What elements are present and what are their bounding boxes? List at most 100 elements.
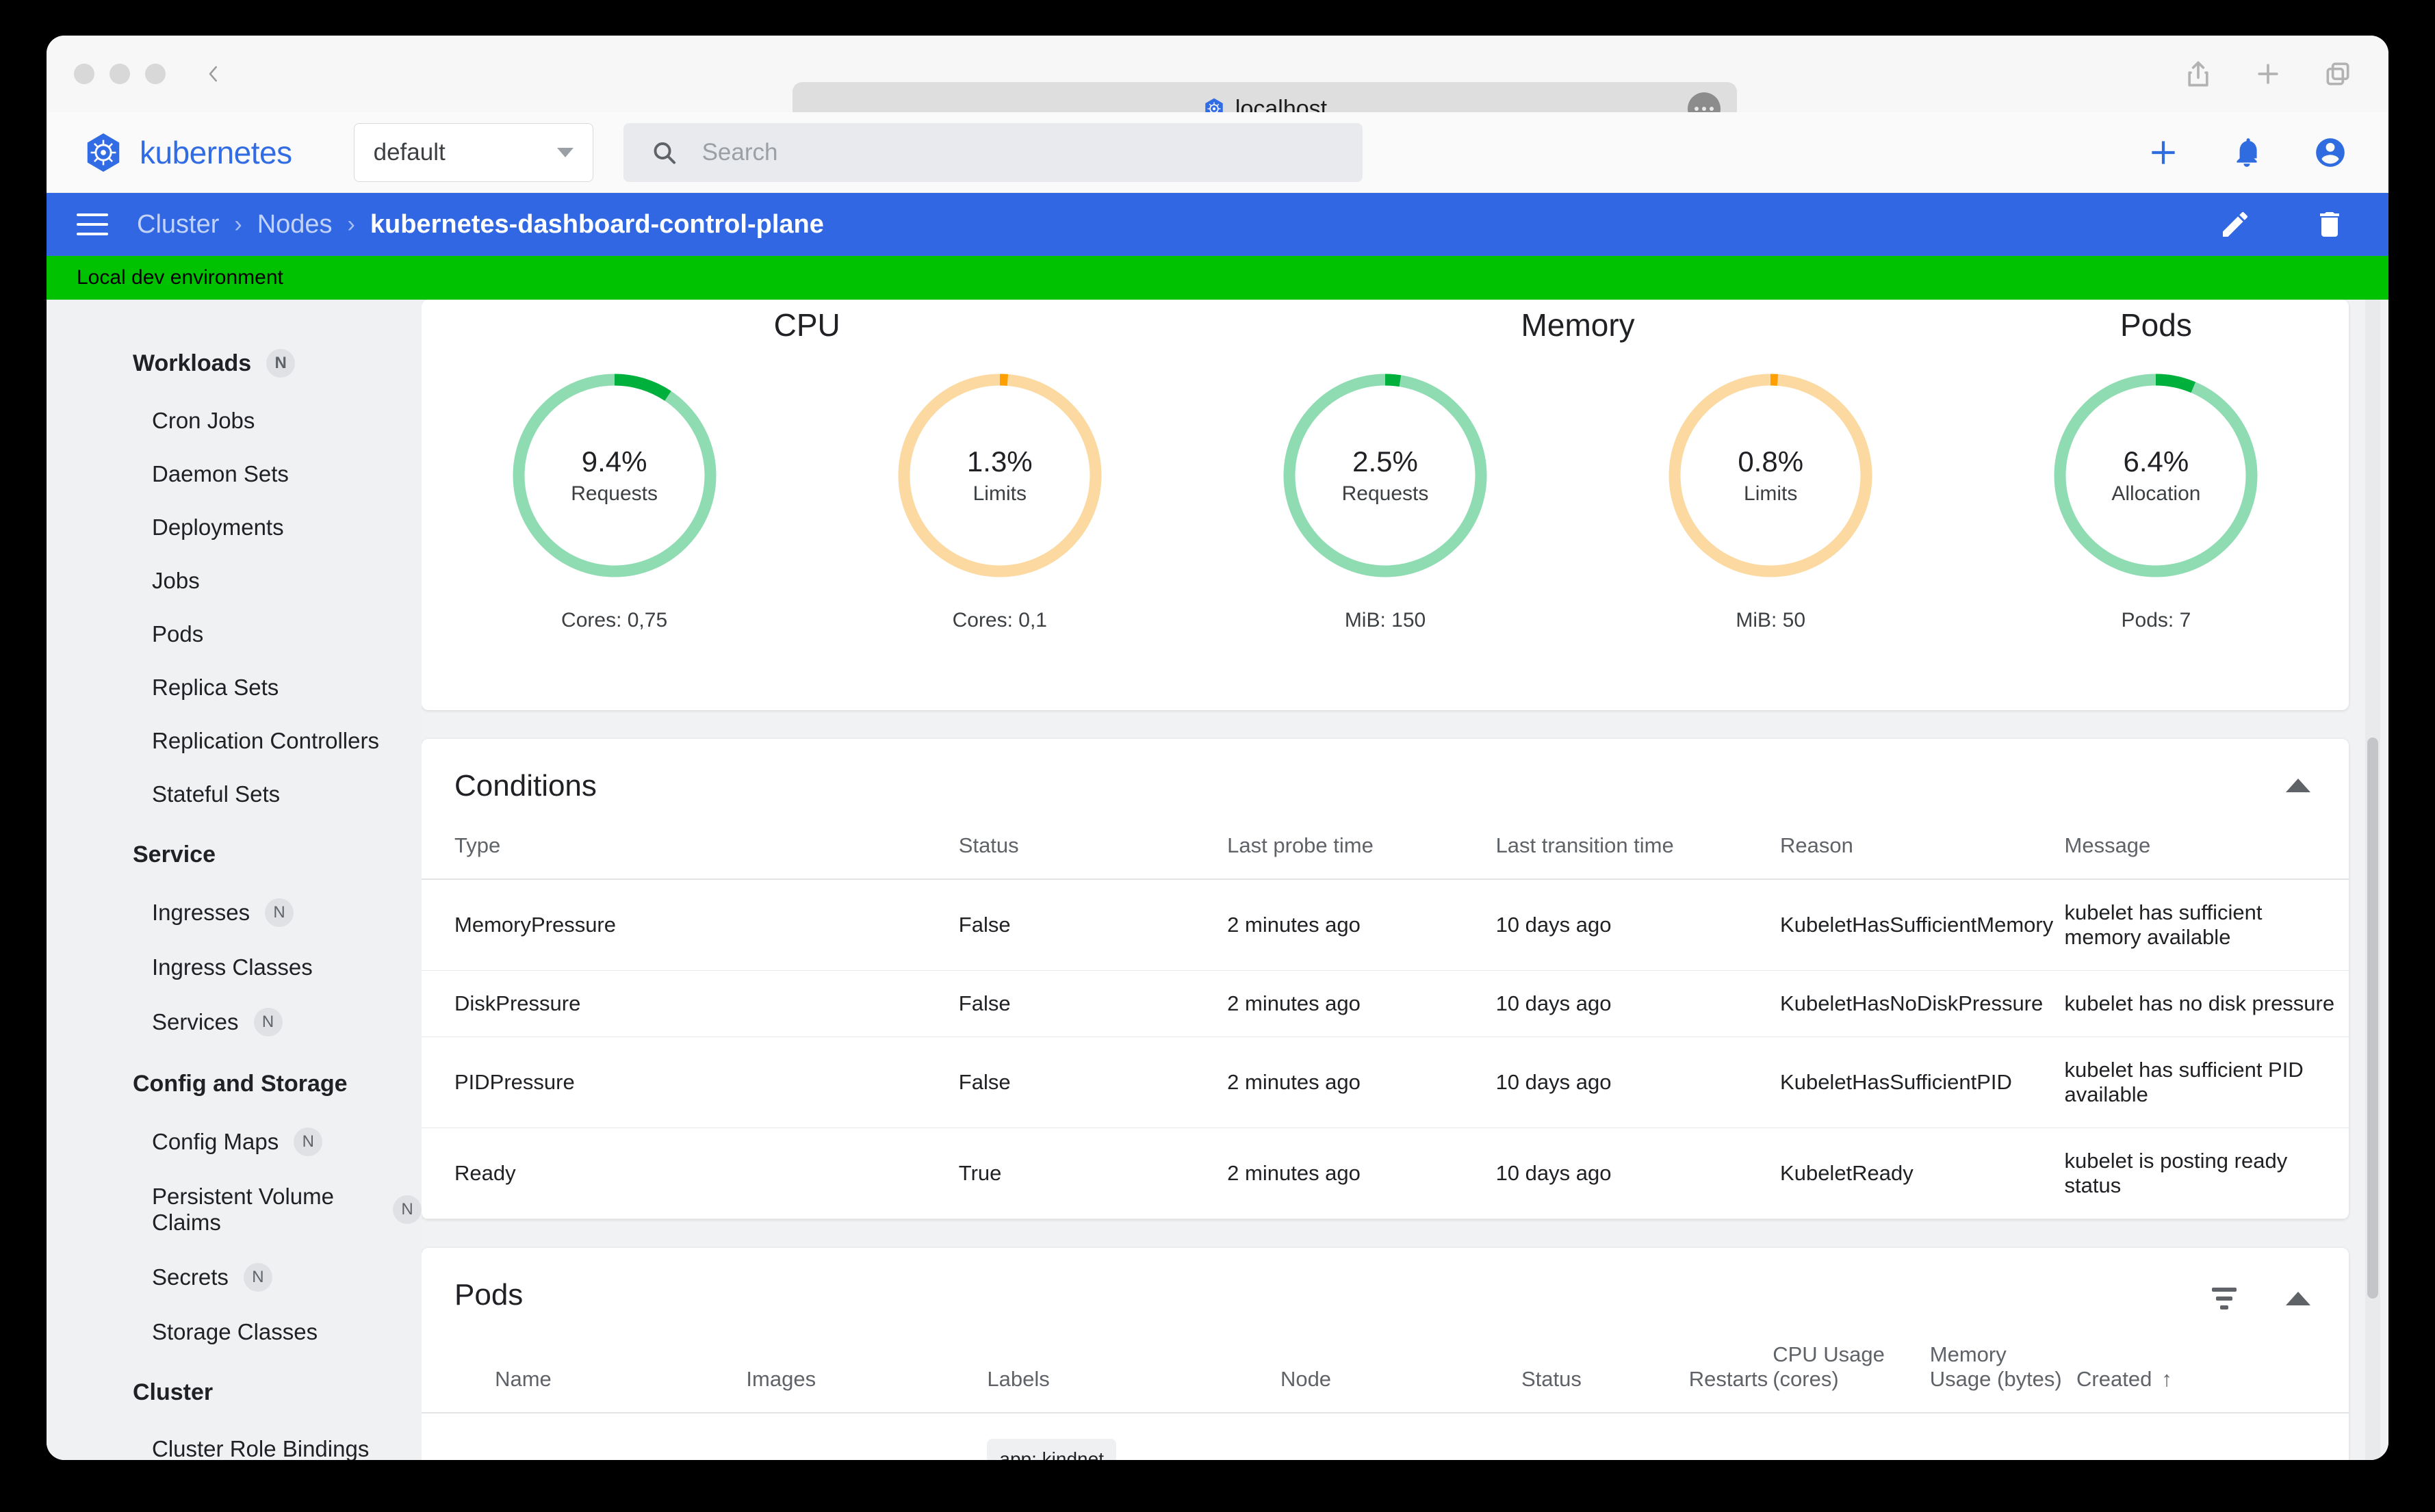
browser-window: localhost xyxy=(47,36,2388,1460)
donut-chart: 0.8% Limits xyxy=(1658,363,1883,588)
gauge-memory-limits: 0.8% Limits MiB: 50 xyxy=(1578,363,1963,632)
content-scrollbar-thumb[interactable] xyxy=(2367,738,2378,1299)
trash-icon[interactable] xyxy=(2313,208,2346,241)
chevron-left-icon[interactable] xyxy=(198,59,229,89)
donut-chart: 9.4% Requests xyxy=(502,363,727,588)
pods-title: Pods xyxy=(454,1278,524,1312)
conditions-column-header[interactable]: Reason xyxy=(1780,810,2065,880)
pods-column-label: Name xyxy=(495,1367,552,1391)
pods-column-header[interactable]: Labels xyxy=(987,1319,1280,1413)
hamburger-menu-icon[interactable] xyxy=(77,213,108,235)
gauge-label: Limits xyxy=(972,482,1027,505)
close-window-button[interactable] xyxy=(74,64,94,84)
new-tab-plus-icon[interactable] xyxy=(2253,59,2283,89)
sidebar-item-ingress-classes[interactable]: Ingress Classes xyxy=(47,941,422,994)
conditions-cell-last-transition: 10 days ago xyxy=(1495,1037,1781,1128)
pod-status-indicator-cell xyxy=(422,1413,495,1460)
table-row[interactable]: PIDPressure False 2 minutes ago 10 days ago… xyxy=(422,1037,2349,1128)
pods-column-header[interactable]: CPU Usage (cores) xyxy=(1773,1319,1930,1413)
conditions-card-actions xyxy=(2286,779,2310,792)
conditions-column-header[interactable]: Type xyxy=(422,810,959,880)
pods-column-header[interactable]: Status xyxy=(1521,1319,1689,1413)
label-chips: app: kindnetcontroller-revision-hash: 58… xyxy=(987,1434,1272,1460)
gauge-label: Requests xyxy=(1341,482,1429,505)
search-box[interactable] xyxy=(623,122,1363,182)
sidebar-item-ingresses[interactable]: Ingresses N xyxy=(47,885,422,941)
pods-column-header[interactable]: Memory Usage (bytes) xyxy=(1929,1319,2077,1413)
table-row[interactable]: kindnet-fmj8ddocker.io/kindest/kindnetd:… xyxy=(422,1413,2349,1460)
pods-column-label: Labels xyxy=(987,1367,1050,1391)
chevron-up-icon[interactable] xyxy=(2286,779,2310,792)
conditions-column-header[interactable]: Last transition time xyxy=(1495,810,1781,880)
donut-svg xyxy=(2054,374,2258,577)
label-chip: app: kindnet xyxy=(987,1439,1116,1460)
sidebar-item-persistent-volume-claims[interactable]: Persistent Volume Claims N xyxy=(47,1170,422,1249)
tabs-overview-icon[interactable] xyxy=(2323,59,2353,89)
conditions-column-header[interactable]: Status xyxy=(958,810,1228,880)
sidebar-item-label: Ingress Classes xyxy=(152,954,313,980)
pods-column-label: Images xyxy=(746,1367,816,1391)
sidebar-item-label: Daemon Sets xyxy=(152,461,289,486)
sidebar-item-replica-sets[interactable]: Replica Sets xyxy=(47,661,422,714)
filter-icon[interactable] xyxy=(2212,1288,2237,1309)
pods-column-header[interactable]: Created ↑ xyxy=(2076,1319,2265,1413)
gauge-percent: 0.8% xyxy=(1738,445,1804,478)
pods-column-label: Created xyxy=(2076,1367,2152,1391)
share-icon[interactable] xyxy=(2183,59,2213,89)
sidebar-item-stateful-sets[interactable]: Stateful Sets xyxy=(47,768,422,821)
breadcrumb-item-cluster[interactable]: Cluster xyxy=(137,209,220,239)
pods-actions-column-header xyxy=(2265,1319,2349,1413)
gauge-footer: Cores: 0,1 xyxy=(952,609,1047,631)
namespace-selector[interactable]: default xyxy=(353,122,593,182)
pods-column-header[interactable]: Restarts xyxy=(1688,1319,1773,1413)
pod-images-cell: docker.io/kindest/kindnetd:v20230511-dc7… xyxy=(746,1413,988,1460)
account-circle-icon[interactable] xyxy=(2313,135,2347,170)
conditions-cell-type: DiskPressure xyxy=(422,970,959,1037)
pods-column-header[interactable]: Node xyxy=(1280,1319,1521,1413)
pods-table-header-row: Name Images Labels Node Status Restarts CPU Us… xyxy=(422,1319,2349,1413)
table-row[interactable]: DiskPressure False 2 minutes ago 10 days ag… xyxy=(422,970,2349,1037)
table-row[interactable]: Ready True 2 minutes ago 10 days ago Kubelet… xyxy=(422,1128,2349,1219)
pods-column-header[interactable]: Images xyxy=(746,1319,988,1413)
pods-column-header[interactable]: Name xyxy=(495,1319,747,1413)
namespaced-badge: N xyxy=(393,1195,422,1224)
kubernetes-logo[interactable]: kubernetes xyxy=(82,131,292,174)
sidebar-item-pods[interactable]: Pods xyxy=(47,608,422,661)
gauge-pods-allocation: 6.4% Allocation Pods: 7 xyxy=(1963,363,2349,632)
sidebar-item-cluster-role-bindings[interactable]: Cluster Role Bindings xyxy=(47,1422,422,1460)
chevron-up-icon[interactable] xyxy=(2286,1292,2310,1305)
plus-icon[interactable] xyxy=(2146,135,2180,170)
sidebar-item-label: Deployments xyxy=(152,514,284,540)
pods-card: Pods Name Images Labels Node Status Restarts C… xyxy=(422,1248,2349,1460)
table-row[interactable]: MemoryPressure False 2 minutes ago 10 days … xyxy=(422,879,2349,971)
sidebar-item-replication-controllers[interactable]: Replication Controllers xyxy=(47,714,422,768)
kubernetes-wheel-icon xyxy=(87,133,120,172)
sidebar-item-label: Pods xyxy=(152,621,204,647)
donut-svg xyxy=(898,374,1102,577)
namespaced-badge: N xyxy=(253,1008,283,1037)
sidebar-item-jobs[interactable]: Jobs xyxy=(47,554,422,608)
sidebar-item-daemon-sets[interactable]: Daemon Sets xyxy=(47,447,422,501)
sidebar-item-storage-classes[interactable]: Storage Classes xyxy=(47,1305,422,1359)
pencil-icon[interactable] xyxy=(2219,208,2252,241)
sidebar-item-cron-jobs[interactable]: Cron Jobs xyxy=(47,394,422,447)
sidebar-item-secrets[interactable]: Secrets N xyxy=(47,1249,422,1305)
sidebar-item-deployments[interactable]: Deployments xyxy=(47,501,422,554)
breadcrumb-item-nodes[interactable]: Nodes xyxy=(257,209,333,239)
sidebar-item-services[interactable]: Services N xyxy=(47,994,422,1050)
content-scrollbar[interactable] xyxy=(2365,300,2380,1460)
sidebar-group-service: Service xyxy=(47,821,422,885)
browser-toolbar: localhost xyxy=(47,36,2388,135)
conditions-column-header[interactable]: Message xyxy=(2064,810,2349,880)
namespace-value: default xyxy=(373,138,446,166)
search-input[interactable] xyxy=(701,138,1363,166)
breadcrumb-item-current: kubernetes-dashboard-control-plane xyxy=(370,209,824,239)
sidebar-group-label: Cluster xyxy=(133,1379,214,1405)
sidebar-item-config-maps[interactable]: Config Maps N xyxy=(47,1114,422,1170)
sidebar-item-label: Secrets xyxy=(152,1264,229,1290)
bell-icon[interactable] xyxy=(2230,135,2264,170)
conditions-column-header[interactable]: Last probe time xyxy=(1227,810,1496,880)
allocation-title-cpu: CPU xyxy=(773,307,840,343)
maximize-window-button[interactable] xyxy=(145,64,166,84)
minimize-window-button[interactable] xyxy=(109,64,130,84)
